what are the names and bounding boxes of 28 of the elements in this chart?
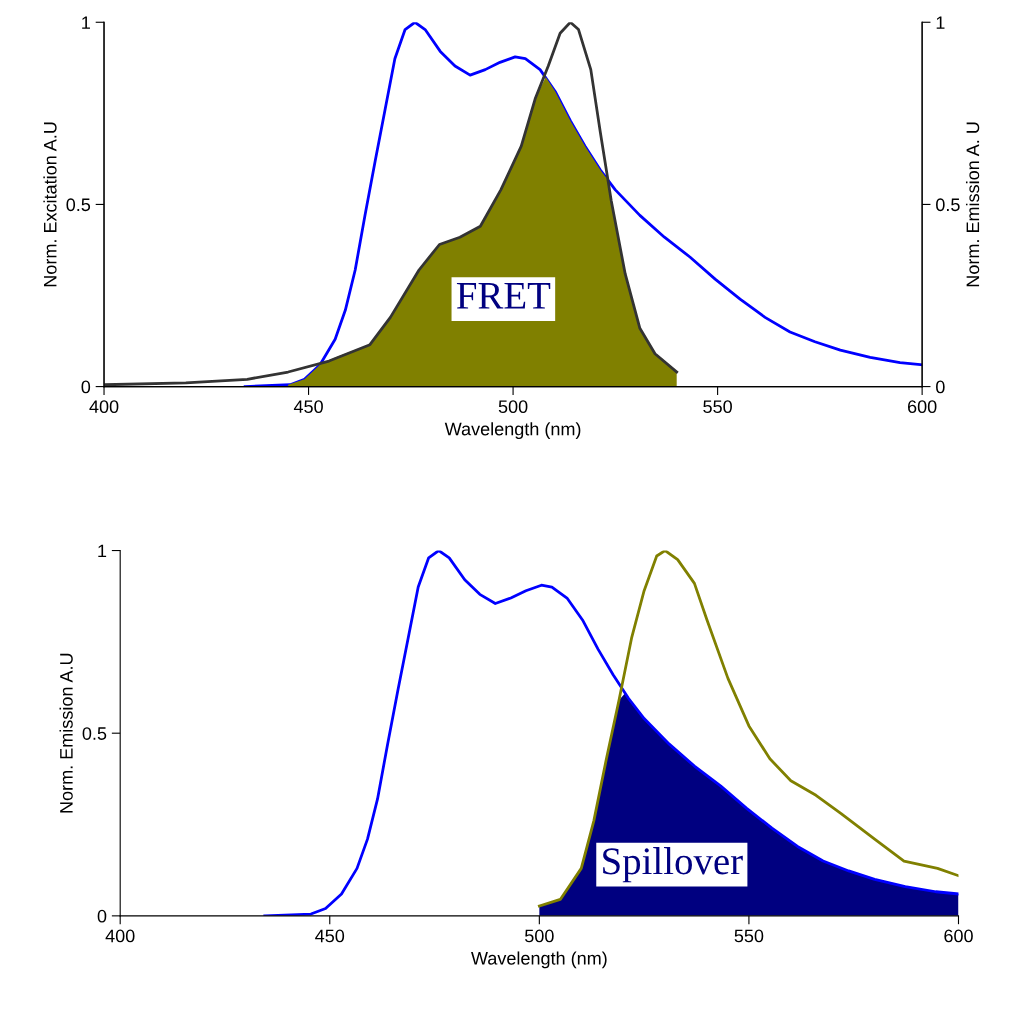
x-tick-label: 500: [498, 400, 528, 414]
y-tick-label: 0.5: [66, 198, 91, 212]
y2-tick-label: 0: [936, 380, 945, 394]
annotation: Spillover: [603, 847, 743, 883]
y-tick-label: 0: [81, 380, 91, 394]
x-tick-label: 550: [703, 400, 732, 414]
y-axis-title: Norm. Emission A.U: [59, 653, 73, 813]
annotation: FRET: [456, 283, 551, 309]
y-tick-label: 0.5: [82, 727, 107, 740]
y2-axis-title: Norm. Emission A. U: [965, 122, 980, 287]
x-tick-label: 500: [525, 929, 554, 943]
x-tick-label: 550: [734, 929, 764, 943]
x-tick-label: 400: [89, 400, 119, 414]
line-series: [263, 550, 959, 916]
y-axis-title: Norm. Excitation A.U: [43, 122, 57, 287]
y2-tick-label: 0.5: [936, 198, 960, 212]
y-tick-label: 0: [97, 909, 107, 923]
x-tick-label: 400: [105, 929, 135, 943]
line-series: [537, 550, 959, 908]
y-tick-label: 1: [82, 16, 90, 29]
x-tick-label: 450: [293, 400, 323, 414]
y-tick-label: 1: [98, 544, 107, 558]
x-axis-title: Wavelength (nm): [471, 951, 607, 969]
x-axis-title: Wavelength (nm): [444, 422, 581, 439]
x-tick-label: 600: [907, 400, 937, 414]
x-tick-label: 450: [315, 929, 345, 943]
y2-tick-label: 1: [936, 16, 945, 29]
x-tick-label: 600: [944, 929, 973, 943]
